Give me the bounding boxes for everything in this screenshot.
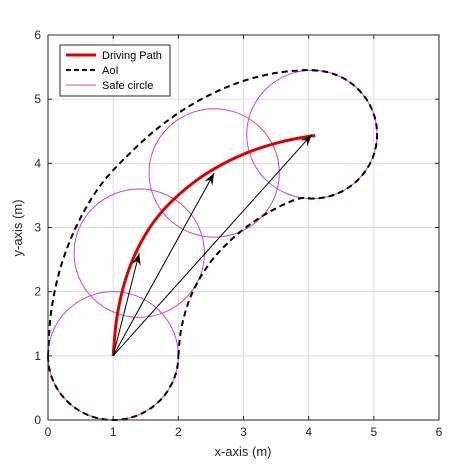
legend-label: Driving Path (102, 50, 162, 62)
y-tick-label: 0 (34, 413, 41, 427)
legend-label: AoI (102, 65, 119, 77)
x-tick-label: 3 (240, 425, 247, 439)
vector-arrowhead (131, 253, 141, 266)
aoi-outer-boundary (47, 69, 316, 356)
y-tick-label: 1 (34, 349, 41, 363)
y-tick-label: 5 (34, 92, 41, 106)
driving-path-line (111, 134, 316, 356)
y-tick-label: 2 (34, 285, 41, 299)
position-vector (112, 253, 140, 356)
x-tick-label: 0 (45, 425, 52, 439)
safe-circle (73, 188, 205, 318)
safe-circle (148, 108, 280, 238)
aoi-inner-boundary (177, 196, 312, 356)
plot-content (47, 69, 379, 422)
x-tick-label: 4 (305, 425, 312, 439)
y-axis-label: y-axis (m) (10, 199, 25, 256)
aoi-end-arc (308, 69, 379, 200)
x-tick-label: 1 (110, 425, 117, 439)
y-tick-label: 4 (34, 156, 41, 170)
position-vector (112, 134, 313, 357)
legend: Driving Path AoI Safe circle (59, 44, 171, 97)
y-tick-label: 3 (34, 221, 41, 235)
vector-arrowhead (204, 172, 215, 186)
x-tick-label: 6 (436, 425, 443, 439)
x-tick-label: 2 (175, 425, 182, 439)
legend-label: Safe circle (102, 80, 153, 92)
y-tick-label: 6 (34, 28, 41, 42)
ticks: 0 1 2 3 4 5 6 0 1 2 3 4 5 6 (34, 28, 442, 439)
x-axis-label: x-axis (m) (214, 444, 271, 459)
vector-arrowhead (300, 134, 312, 147)
position-vector (112, 172, 215, 357)
x-tick-label: 5 (370, 425, 377, 439)
